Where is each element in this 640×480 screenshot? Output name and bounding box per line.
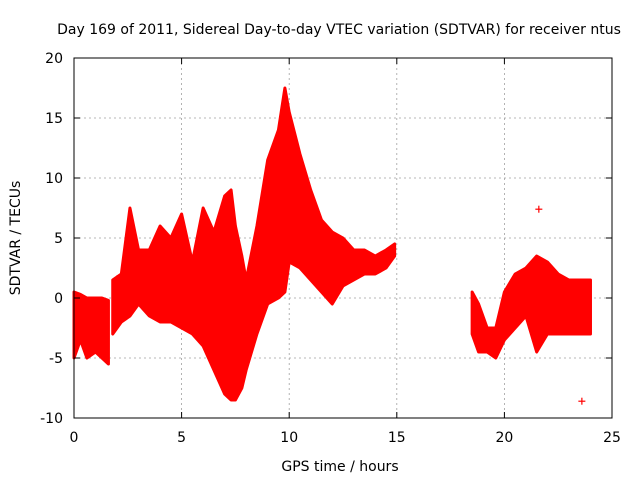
outlier-marker: [113, 275, 121, 283]
x-tick-label: 20: [495, 430, 513, 446]
y-tick-label: -5: [49, 351, 63, 367]
x-tick-label: 0: [70, 430, 79, 446]
y-tick-label: 5: [54, 231, 63, 247]
y-tick-label: 15: [45, 111, 63, 127]
outlier-points: [113, 205, 586, 405]
y-axis-label: SDTVAR / TECUs: [8, 181, 24, 296]
outlier-marker: [578, 397, 586, 405]
tick-labels: 0 5 10 15 20 25 -10 -5 0 5 10 15 20: [40, 51, 621, 446]
y-tick-label: 0: [54, 291, 63, 307]
x-tick-label: 25: [603, 430, 621, 446]
y-tick-label: 10: [45, 171, 63, 187]
data-band: [470, 254, 592, 360]
data-points: [72, 86, 592, 402]
axes: [73, 57, 613, 419]
x-tick-label: 5: [177, 430, 186, 446]
y-tick-label: 20: [45, 51, 63, 67]
outlier-marker: [535, 205, 543, 213]
x-axis-label: GPS time / hours: [281, 459, 398, 475]
x-tick-label: 15: [388, 430, 406, 446]
x-tick-label: 10: [280, 430, 298, 446]
y-tick-label: -10: [40, 411, 63, 427]
data-band: [111, 86, 397, 402]
chart-title: Day 169 of 2011, Sidereal Day-to-day VTE…: [57, 22, 621, 38]
data-band: [72, 290, 110, 366]
